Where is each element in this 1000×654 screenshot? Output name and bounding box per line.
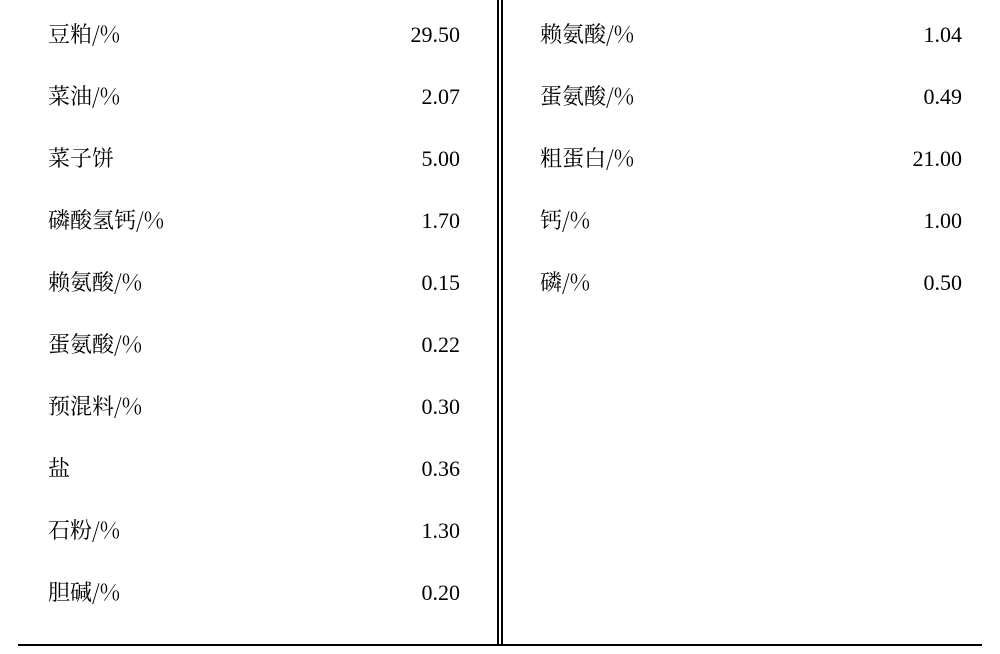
nutrient-value: 0.50 (924, 270, 963, 296)
nutrient-label: 粗蛋白/% (540, 142, 634, 173)
ingredient-label: 石粉/% (48, 514, 120, 545)
ingredient-value: 0.20 (422, 580, 461, 606)
table-row: 磷/% 0.50 (540, 266, 962, 328)
ingredient-value: 5.00 (422, 146, 461, 172)
ingredient-value: 2.07 (422, 84, 461, 110)
table-row: 赖氨酸/% 0.15 (48, 266, 460, 328)
ingredient-label: 蛋氨酸/% (48, 328, 142, 359)
nutrient-label: 蛋氨酸/% (540, 80, 634, 111)
ingredient-label: 菜子饼 (48, 142, 114, 173)
nutrient-value: 0.49 (924, 84, 963, 110)
ingredient-label: 赖氨酸/% (48, 266, 142, 297)
table-row: 石粉/% 1.30 (48, 514, 460, 576)
right-column: 赖氨酸/% 1.04 蛋氨酸/% 0.49 粗蛋白/% 21.00 钙/% 1.… (500, 0, 982, 644)
ingredient-value: 0.30 (422, 394, 461, 420)
ingredient-label: 盐 (48, 452, 70, 483)
nutrient-label: 赖氨酸/% (540, 18, 634, 49)
table-row: 钙/% 1.00 (540, 204, 962, 266)
table-row: 蛋氨酸/% 0.22 (48, 328, 460, 390)
table-row: 胆碱/% 0.20 (48, 576, 460, 638)
ingredient-label: 豆粕/% (48, 18, 120, 49)
table-row: 蛋氨酸/% 0.49 (540, 80, 962, 142)
nutrient-value: 21.00 (913, 146, 963, 172)
nutrient-label: 磷/% (540, 266, 590, 297)
left-column: 豆粕/% 29.50 菜油/% 2.07 菜子饼 5.00 磷酸氢钙/% 1.7… (18, 0, 500, 644)
ingredient-label: 预混料/% (48, 390, 142, 421)
ingredient-label: 磷酸氢钙/% (48, 204, 164, 235)
ingredient-value: 29.50 (411, 22, 461, 48)
ingredient-label: 菜油/% (48, 80, 120, 111)
table-row: 菜油/% 2.07 (48, 80, 460, 142)
table-row: 盐 0.36 (48, 452, 460, 514)
ingredient-value: 0.36 (422, 456, 461, 482)
ingredient-label: 胆碱/% (48, 576, 120, 607)
ingredient-value: 1.70 (422, 208, 461, 234)
columns: 豆粕/% 29.50 菜油/% 2.07 菜子饼 5.00 磷酸氢钙/% 1.7… (18, 0, 982, 644)
nutrient-value: 1.04 (924, 22, 963, 48)
ingredient-value: 0.22 (422, 332, 461, 358)
nutrition-table: 豆粕/% 29.50 菜油/% 2.07 菜子饼 5.00 磷酸氢钙/% 1.7… (18, 0, 982, 646)
table-row: 磷酸氢钙/% 1.70 (48, 204, 460, 266)
ingredient-value: 0.15 (422, 270, 461, 296)
nutrient-label: 钙/% (540, 204, 590, 235)
page: 豆粕/% 29.50 菜油/% 2.07 菜子饼 5.00 磷酸氢钙/% 1.7… (0, 0, 1000, 654)
ingredient-value: 1.30 (422, 518, 461, 544)
table-row: 豆粕/% 29.50 (48, 18, 460, 80)
table-row: 预混料/% 0.30 (48, 390, 460, 452)
nutrient-value: 1.00 (924, 208, 963, 234)
table-row: 粗蛋白/% 21.00 (540, 142, 962, 204)
table-row: 菜子饼 5.00 (48, 142, 460, 204)
table-row: 赖氨酸/% 1.04 (540, 18, 962, 80)
